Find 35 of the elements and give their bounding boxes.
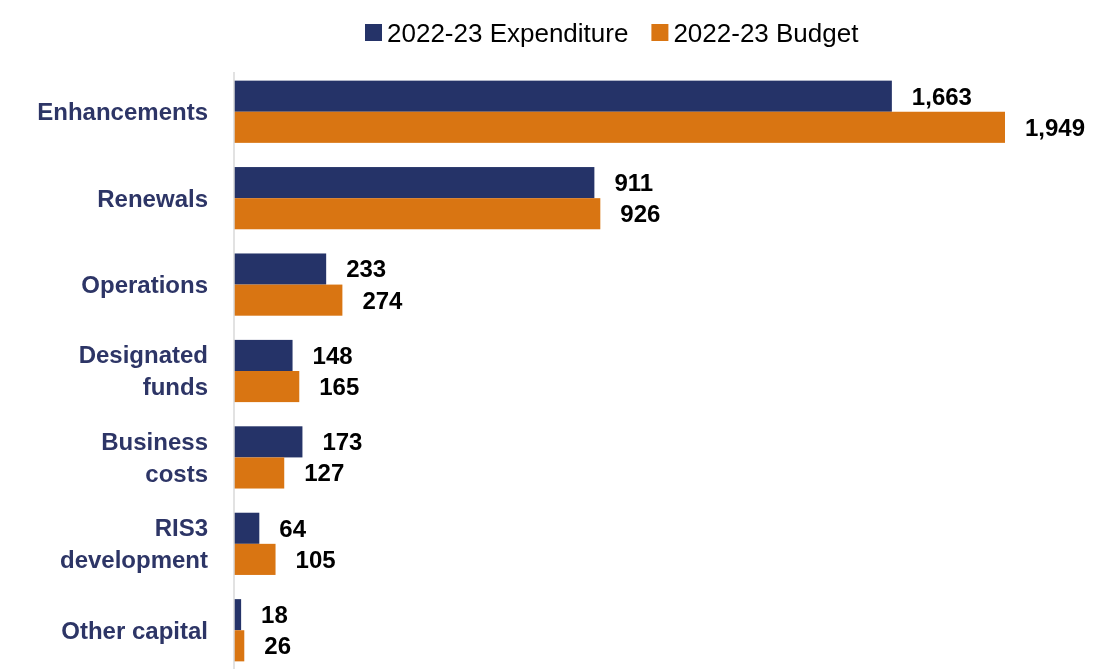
y-tick-label: Designated funds — [78, 341, 208, 401]
data-label: 1,663 — [911, 82, 972, 110]
data-label: 233 — [346, 255, 387, 283]
y-tick-label: Other capital — [61, 616, 208, 644]
data-label: 911 — [614, 169, 654, 197]
bar — [234, 543, 276, 575]
data-label: 173 — [322, 428, 363, 456]
bar — [234, 167, 595, 199]
data-label: 26 — [264, 632, 291, 660]
data-label: 148 — [312, 341, 353, 369]
data-label: 165 — [319, 372, 360, 400]
data-label: 105 — [295, 545, 336, 573]
y-tick-label: Renewals — [97, 184, 208, 212]
y-tick-label: RIS3 development — [59, 514, 209, 574]
bar — [234, 253, 327, 285]
data-label: 18 — [261, 601, 288, 629]
bar — [234, 371, 300, 403]
y-tick-label: Business costs — [101, 427, 208, 487]
bar — [234, 198, 601, 230]
y-tick-label: Operations — [81, 270, 208, 298]
data-label: 1,949 — [1025, 113, 1086, 141]
data-label: 127 — [304, 459, 345, 487]
bar — [234, 457, 285, 489]
legend-label: 2022-23 Expenditure — [387, 18, 629, 49]
bar — [234, 426, 303, 458]
data-label: 64 — [279, 514, 307, 542]
bar — [234, 512, 260, 544]
data-label: 274 — [362, 286, 404, 314]
legend-label: 2022-23 Budget — [673, 18, 860, 49]
bar — [234, 80, 892, 112]
bar — [234, 284, 343, 316]
bar — [234, 111, 1005, 143]
y-tick-label: Enhancements — [37, 98, 208, 126]
data-label: 926 — [620, 200, 661, 228]
bar — [234, 339, 293, 371]
